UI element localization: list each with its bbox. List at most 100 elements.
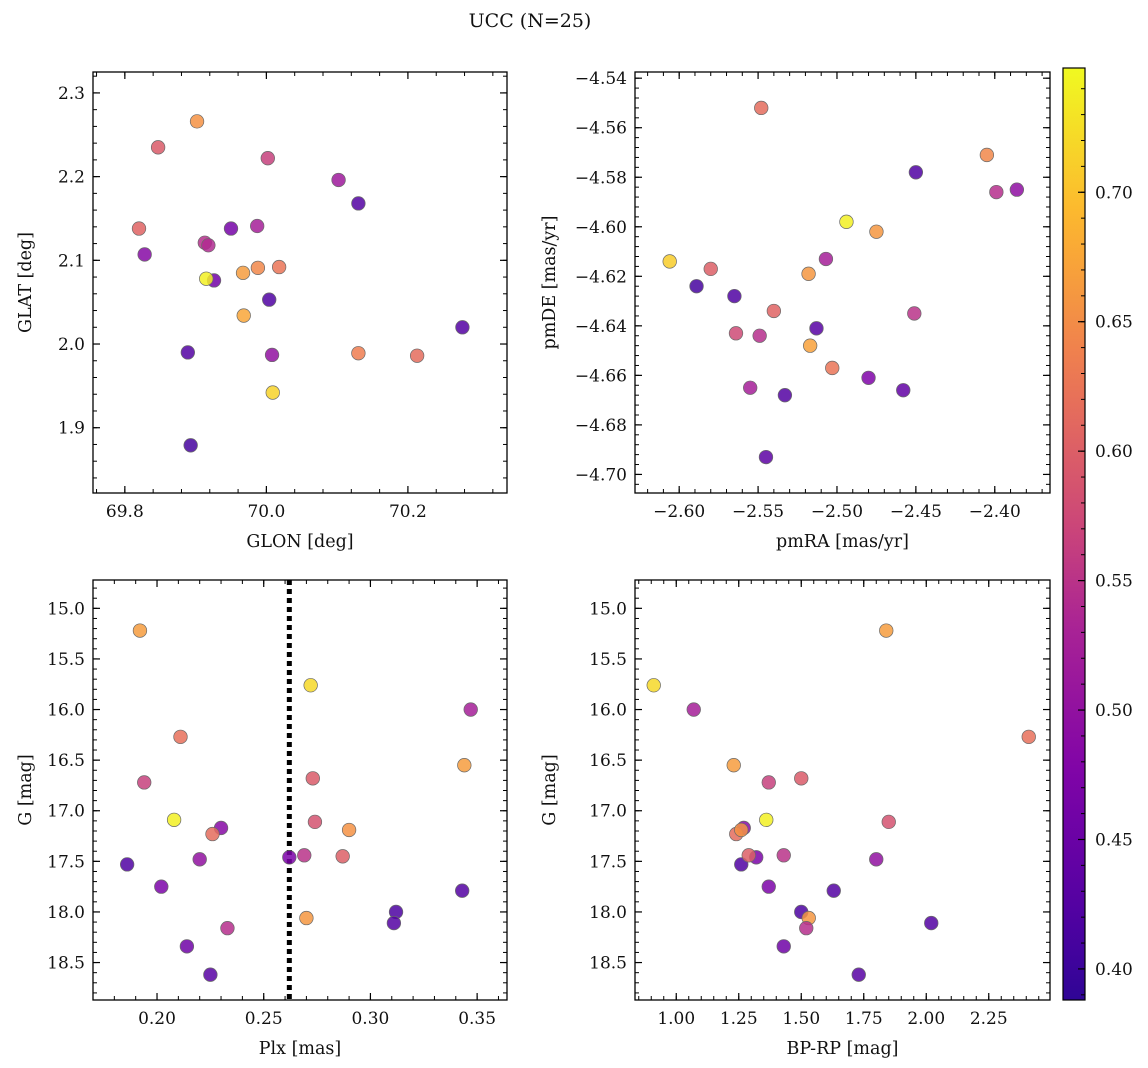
colorbar-tick-label: 0.50 [1095, 701, 1133, 721]
scatter-point [137, 775, 152, 790]
scatter-point [131, 221, 147, 236]
scatter-point [924, 915, 939, 931]
scatter-point [297, 848, 312, 863]
y-tick-label: 2.2 [58, 168, 85, 188]
colorbar-tick-label: 0.70 [1095, 183, 1133, 203]
y-tick-label: 16.0 [589, 701, 627, 721]
scatter-point [282, 850, 297, 865]
y-axis-label: G [mag] [540, 754, 560, 825]
scatter-point [386, 915, 402, 931]
x-tick-label: 0.30 [351, 1009, 389, 1029]
colorbar-gradient [1062, 67, 1086, 1001]
colorbar-tick-label: 0.55 [1095, 572, 1133, 592]
x-axis-label: GLON [deg] [246, 532, 353, 552]
y-tick-label: 17.5 [589, 852, 627, 872]
x-tick-label: −2.55 [732, 502, 784, 522]
scatter-point [150, 140, 166, 155]
x-tick-label: 2.25 [970, 1009, 1008, 1029]
y-tick-label: −4.54 [575, 69, 627, 89]
x-tick-label: 2.00 [907, 1009, 945, 1029]
scatter-point [299, 910, 314, 926]
colorbar-tick-label: 0.65 [1095, 313, 1133, 333]
scatter-point [265, 385, 280, 400]
scatter-point [801, 266, 816, 281]
colorbar-tick-label: 0.40 [1095, 960, 1133, 980]
scatter-point [776, 848, 791, 863]
scatter-point [235, 265, 251, 281]
y-tick-label: 2.0 [58, 335, 85, 355]
scatter-point [881, 814, 896, 830]
figure-title: UCC (N=25) [469, 10, 592, 32]
y-tick-label: 15.5 [589, 650, 627, 670]
scatter-point [455, 320, 470, 335]
scatter-point [1009, 182, 1025, 197]
y-tick-label: 17.0 [589, 802, 627, 822]
axes-frame [634, 579, 1051, 1001]
scatter-point [703, 261, 718, 277]
x-tick-label: −2.40 [969, 502, 1021, 522]
scatter-point [351, 196, 366, 211]
scatter-point [825, 360, 840, 376]
scatter-point [223, 221, 239, 236]
scatter-point [758, 449, 774, 465]
scatter-point [851, 967, 866, 982]
y-tick-label: 18.0 [47, 903, 85, 923]
axes-frame [92, 71, 508, 494]
scatter-point [307, 814, 323, 830]
scatter-point [262, 292, 277, 307]
y-axis-label: pmDE [mas/yr] [540, 216, 560, 350]
x-tick-label: 1.75 [845, 1009, 883, 1029]
scatter-point [861, 370, 876, 385]
y-tick-label: 2.3 [58, 84, 85, 104]
scatter-point [119, 857, 135, 872]
scatter-point [351, 346, 366, 361]
x-tick-label: 0.35 [458, 1009, 496, 1029]
scatter-point [728, 326, 744, 341]
scatter-point [743, 380, 758, 395]
y-tick-label: 18.0 [589, 903, 627, 923]
x-tick-label: 70.2 [389, 502, 427, 522]
scatter-point [192, 852, 207, 867]
panel-top-right: −2.60 −2.55 −2.50 −2.45 −2.40 −4.54 −4.56 −4.58… [540, 69, 1051, 552]
scatter-point [180, 345, 195, 360]
scatter-point [777, 388, 793, 403]
scatter-point [305, 771, 320, 786]
y-axis-label: G [mag] [16, 754, 36, 825]
scatter-point [264, 347, 280, 363]
y-tick-label: 1.9 [58, 419, 85, 439]
scatter-point [879, 623, 894, 638]
scatter-point [220, 920, 235, 936]
y-tick-label: −4.70 [575, 465, 627, 485]
scatter-point [341, 822, 357, 838]
x-tick-label: 69.8 [106, 502, 144, 522]
scatter-point [734, 822, 749, 838]
scatter-point [199, 271, 214, 286]
scatter-point [154, 879, 169, 894]
scatter-panels: 69.8 70.0 70.2 1.9 2.0 2.1 2.2 2.3 GLON [deg] GLA… [16, 69, 1051, 1059]
scatter-point [726, 758, 741, 773]
scatter-point [869, 224, 884, 239]
scatter-point [979, 147, 995, 163]
scatter-point [689, 279, 704, 294]
x-tick-label: 0.20 [138, 1009, 176, 1029]
scatter-point [271, 259, 287, 275]
y-tick-label: 16.5 [47, 751, 85, 771]
axes-frame [634, 71, 1051, 494]
scatter-point [455, 883, 470, 898]
scatter-point [132, 623, 148, 638]
scatter-point [908, 165, 924, 180]
scatter-point [752, 328, 767, 343]
panel-top-left: 69.8 70.0 70.2 1.9 2.0 2.1 2.2 2.3 GLON [deg] GLA… [16, 71, 508, 552]
scatter-point [189, 114, 205, 129]
scatter-point [205, 826, 220, 842]
y-tick-label: 18.5 [47, 954, 85, 974]
scatter-point [761, 879, 776, 894]
scatter-point [331, 172, 346, 188]
scatter-point [809, 321, 824, 336]
y-tick-label: 15.5 [47, 650, 85, 670]
scatter-point [137, 247, 152, 262]
scatter-point [183, 438, 198, 453]
scatter-point [727, 288, 742, 304]
scatter-point [776, 939, 791, 954]
scatter-point [203, 967, 218, 982]
